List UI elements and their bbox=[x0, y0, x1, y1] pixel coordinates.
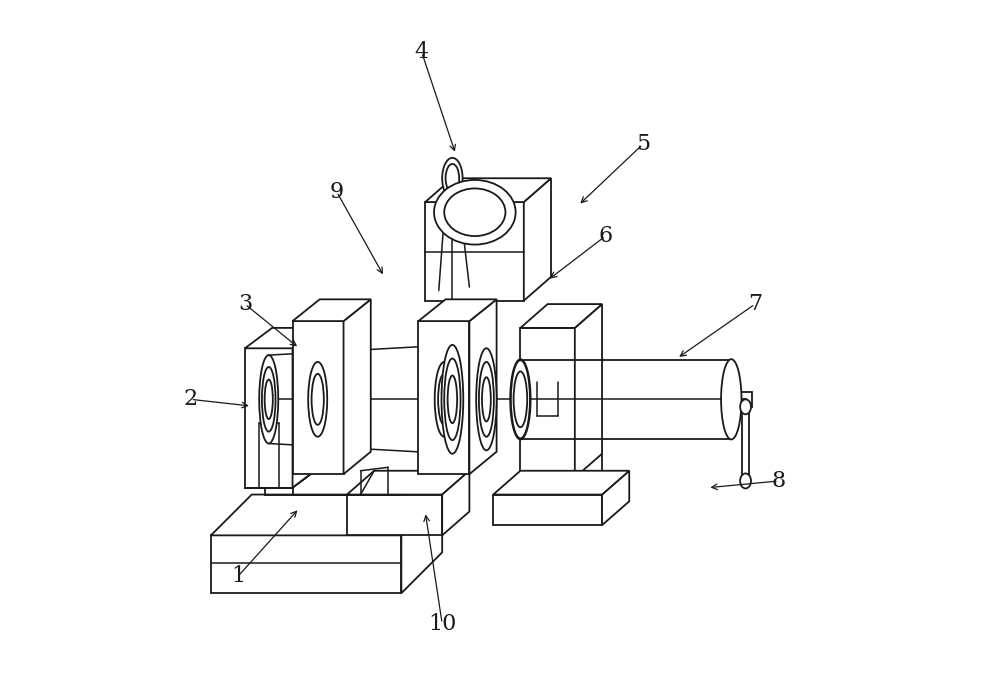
Ellipse shape bbox=[438, 374, 450, 425]
Ellipse shape bbox=[482, 377, 491, 421]
Ellipse shape bbox=[446, 164, 459, 193]
Polygon shape bbox=[293, 321, 344, 474]
Text: 6: 6 bbox=[598, 225, 612, 247]
Ellipse shape bbox=[265, 380, 273, 419]
Text: 8: 8 bbox=[772, 470, 786, 492]
Polygon shape bbox=[418, 321, 469, 474]
Polygon shape bbox=[493, 471, 629, 494]
Polygon shape bbox=[293, 328, 320, 488]
Polygon shape bbox=[524, 178, 551, 301]
Polygon shape bbox=[245, 348, 293, 488]
Polygon shape bbox=[520, 304, 602, 328]
Polygon shape bbox=[293, 299, 371, 321]
Polygon shape bbox=[602, 471, 629, 525]
Polygon shape bbox=[418, 299, 497, 321]
Ellipse shape bbox=[444, 189, 505, 236]
Polygon shape bbox=[469, 299, 497, 474]
Text: 4: 4 bbox=[415, 42, 429, 64]
Polygon shape bbox=[442, 471, 469, 535]
Ellipse shape bbox=[721, 359, 741, 439]
Ellipse shape bbox=[510, 359, 531, 439]
Polygon shape bbox=[245, 328, 320, 348]
Ellipse shape bbox=[479, 362, 494, 436]
Text: 1: 1 bbox=[231, 565, 245, 587]
Ellipse shape bbox=[740, 400, 751, 415]
Polygon shape bbox=[520, 328, 575, 477]
Polygon shape bbox=[347, 494, 442, 535]
Ellipse shape bbox=[442, 158, 463, 199]
Ellipse shape bbox=[448, 376, 457, 423]
Polygon shape bbox=[493, 494, 602, 525]
Ellipse shape bbox=[434, 180, 516, 245]
Polygon shape bbox=[211, 535, 401, 593]
Text: 5: 5 bbox=[636, 133, 650, 155]
Text: 7: 7 bbox=[748, 293, 762, 315]
Text: 10: 10 bbox=[428, 613, 456, 635]
Ellipse shape bbox=[442, 345, 463, 454]
Polygon shape bbox=[347, 471, 469, 494]
Ellipse shape bbox=[444, 359, 461, 440]
Ellipse shape bbox=[740, 473, 751, 488]
Ellipse shape bbox=[514, 372, 527, 427]
Polygon shape bbox=[401, 494, 442, 593]
Text: 2: 2 bbox=[183, 389, 198, 410]
Ellipse shape bbox=[259, 355, 278, 443]
Ellipse shape bbox=[308, 362, 327, 436]
Ellipse shape bbox=[476, 348, 497, 450]
Polygon shape bbox=[344, 299, 371, 474]
Ellipse shape bbox=[435, 362, 454, 436]
Polygon shape bbox=[211, 494, 442, 535]
Text: 3: 3 bbox=[238, 293, 252, 315]
Polygon shape bbox=[425, 178, 551, 202]
Text: 9: 9 bbox=[330, 181, 344, 203]
Polygon shape bbox=[425, 202, 524, 301]
Ellipse shape bbox=[312, 374, 324, 425]
Ellipse shape bbox=[511, 360, 530, 438]
Ellipse shape bbox=[262, 367, 276, 432]
Polygon shape bbox=[575, 304, 602, 477]
